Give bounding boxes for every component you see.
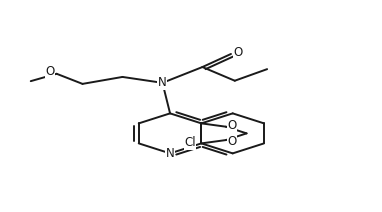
Text: N: N (166, 147, 175, 160)
Text: Cl: Cl (184, 137, 196, 149)
Text: N: N (158, 76, 167, 89)
Text: O: O (227, 135, 236, 148)
Text: O: O (227, 119, 236, 132)
Text: O: O (45, 65, 54, 78)
Text: O: O (233, 46, 243, 59)
